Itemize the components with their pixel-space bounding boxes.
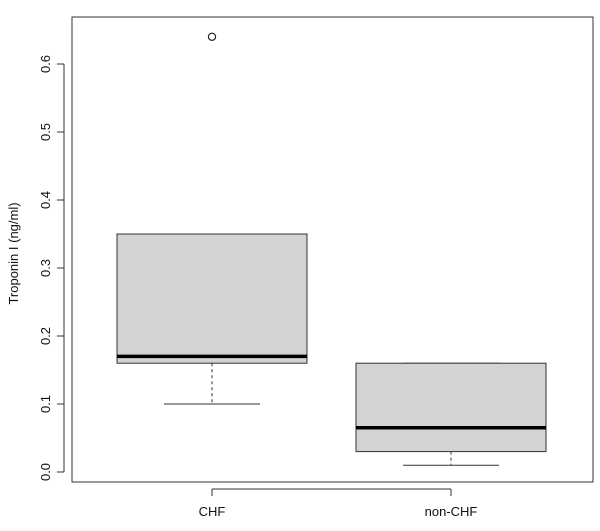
box-group-chf [116,32,308,405]
iqr-box [355,362,547,453]
y-axis-title: Troponin I (ng/ml) [6,202,21,304]
y-tick-label: 0.5 [38,123,53,141]
y-tick-label: 0.6 [38,55,53,73]
y-tick-label: 0.3 [38,259,53,277]
iqr-box [116,233,308,364]
plot-frame [71,16,594,483]
y-tick-label: 0.4 [38,191,53,209]
box-group-non-chf [355,362,547,466]
y-tick-label: 0.2 [38,327,53,345]
x-tick-label: non-CHF [425,504,478,519]
x-tick-label: CHF [199,504,226,519]
y-tick-label: 0.1 [38,395,53,413]
y-tick-label: 0.0 [38,463,53,481]
outlier-point [207,32,217,42]
